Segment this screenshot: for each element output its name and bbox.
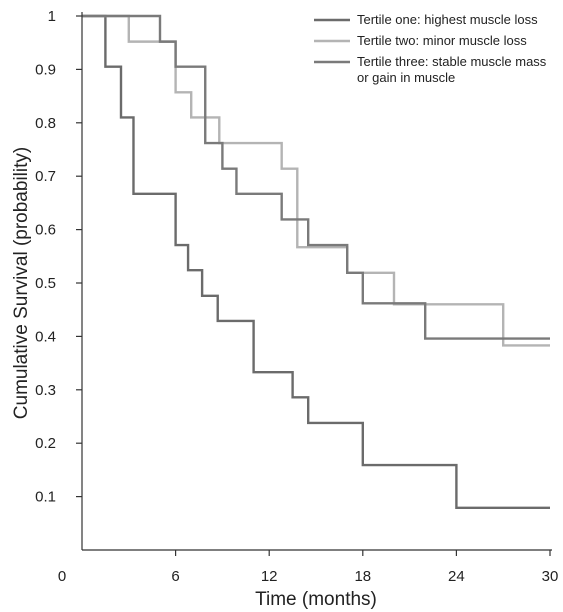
y-tick-label: 0.7	[35, 168, 56, 185]
legend-label: Tertile two: minor muscle loss	[357, 33, 527, 48]
axes-layer	[81, 12, 552, 551]
series-line-tertile-1	[82, 14, 550, 510]
y-tick-label: 0.1	[35, 489, 56, 506]
x-axis-title: Time (months)	[255, 589, 377, 610]
legend-item-tertile-1: Tertile one: highest muscle loss	[314, 12, 538, 27]
ticks-layer: 0.1 0.2 0.3 0.4 0.5 0.6 0.7 0.8 0.9 1 0 6 12 18 24 30	[35, 8, 558, 585]
y-tick-label: 0.3	[35, 382, 56, 399]
y-axis-title: Cumulative Survival (probability)	[11, 147, 32, 419]
y-tick-label: 0.6	[35, 222, 56, 239]
series-layer	[82, 14, 550, 510]
legend-item-tertile-2: Tertile two: minor muscle loss	[314, 33, 527, 48]
legend-label: or gain in muscle	[357, 70, 455, 85]
y-tick-label: 0.2	[35, 435, 56, 452]
x-tick-label: 24	[448, 568, 465, 585]
y-tick-label: 0.4	[35, 328, 56, 345]
legend: Tertile one: highest muscle loss Tertile …	[314, 12, 547, 85]
x-tick-label: 30	[542, 568, 559, 585]
y-tick-label: 1	[48, 8, 56, 25]
legend-label: Tertile three: stable muscle mass	[357, 54, 547, 69]
x-tick-label: 12	[261, 568, 278, 585]
legend-label: Tertile one: highest muscle loss	[357, 12, 538, 27]
x-tick-label: 0	[58, 568, 66, 585]
y-tick-label: 0.8	[35, 115, 56, 132]
y-tick-label: 0.5	[35, 275, 56, 292]
x-tick-label: 6	[171, 568, 179, 585]
y-tick-label: 0.9	[35, 61, 56, 78]
x-tick-label: 18	[354, 568, 371, 585]
series-line-tertile-3	[82, 14, 550, 340]
